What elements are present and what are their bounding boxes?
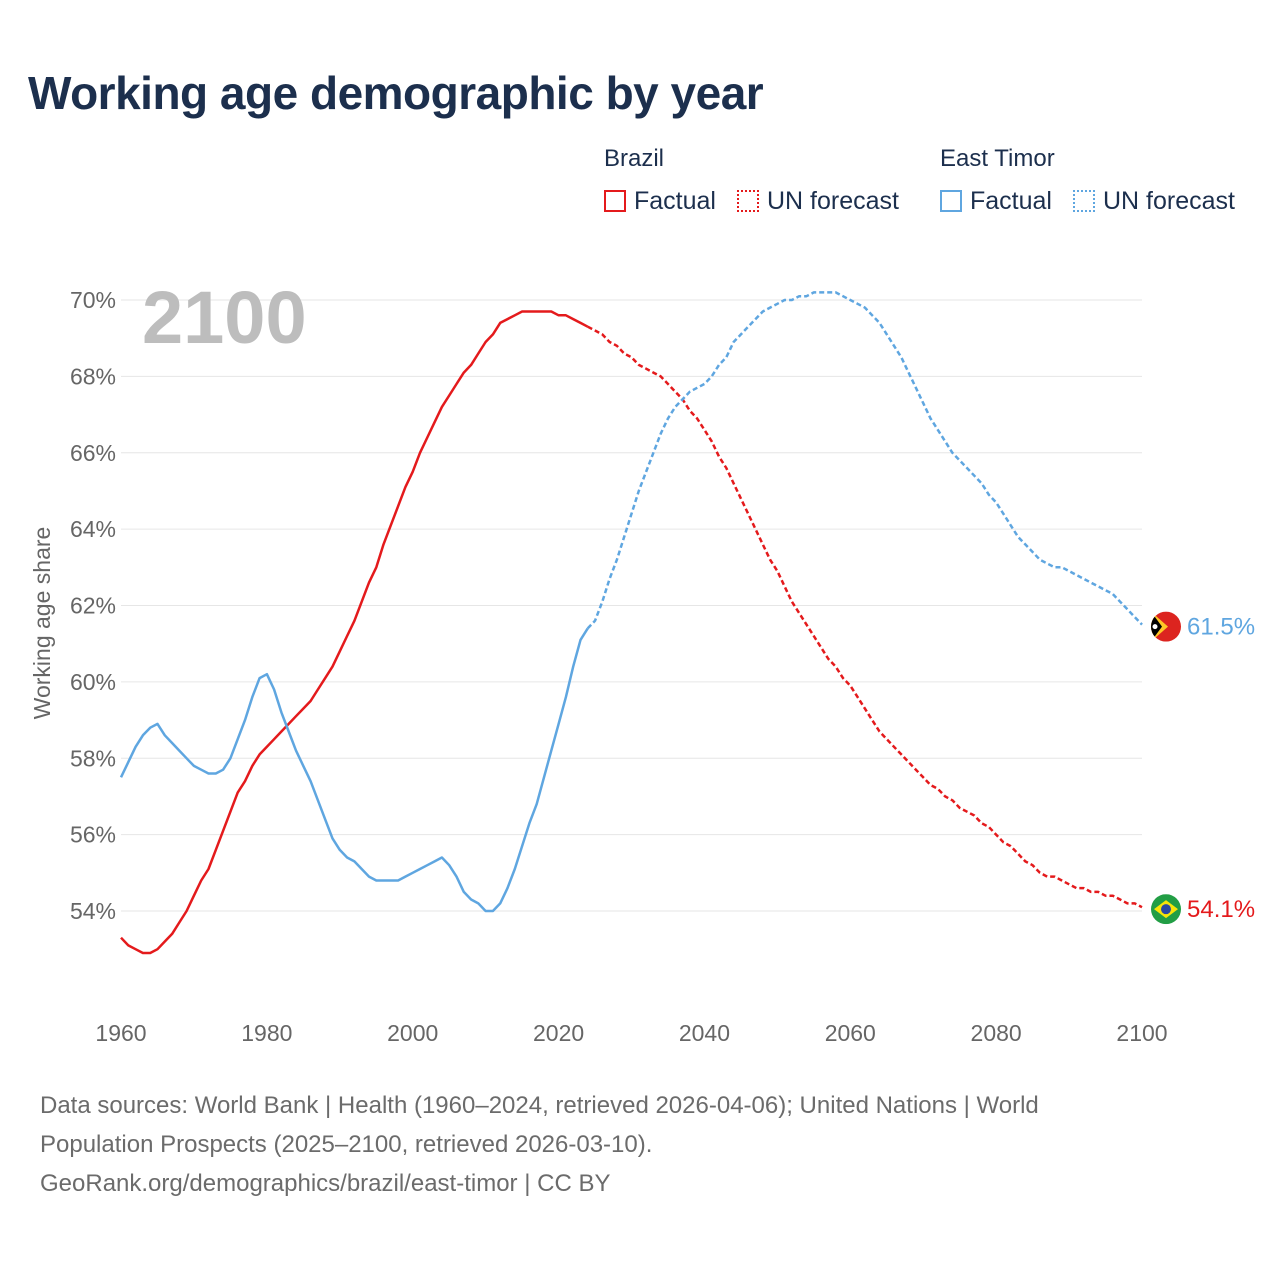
sources-line-2: Population Prospects (2025–2100, retriev… — [40, 1131, 653, 1158]
x-tick-label: 2000 — [387, 1020, 438, 1046]
east-timor-end-label: 61.5% — [1187, 614, 1255, 641]
brazil-forecast-line — [587, 325, 1143, 909]
series-lines — [119, 291, 1143, 955]
x-tick-label: 2020 — [533, 1020, 584, 1046]
brazil-flag-icon — [1151, 894, 1181, 925]
legend-east-timor-factual-label: Factual — [970, 186, 1052, 215]
y-tick-label: 58% — [70, 745, 116, 771]
x-tick-label: 2080 — [971, 1020, 1022, 1046]
y-tick-label: 66% — [70, 440, 116, 466]
end-markers: 54.1% 61.5% — [1151, 611, 1255, 925]
y-tick-label: 62% — [70, 593, 116, 619]
x-tick-label: 2060 — [825, 1020, 876, 1046]
y-tick-label: 64% — [70, 516, 116, 542]
y-tick-label: 56% — [70, 822, 116, 848]
legend-brazil-forecast[interactable]: UN forecast — [737, 186, 899, 216]
y-axis-title: Working age share — [29, 527, 55, 720]
brazil-factual-line — [120, 310, 589, 955]
x-tick-label: 1960 — [95, 1020, 146, 1046]
legend-brazil-factual[interactable]: Factual — [604, 186, 716, 216]
sources-line-1: Data sources: World Bank | Health (1960–… — [40, 1092, 1039, 1119]
legend-brazil-forecast-swatch — [737, 190, 759, 212]
x-tick-label: 1980 — [241, 1020, 292, 1046]
legend-brazil-title: Brazil — [604, 145, 665, 172]
y-tick-label: 68% — [70, 363, 116, 389]
legend-east-timor-title: East Timor — [940, 145, 1055, 172]
x-tick-label: 2100 — [1116, 1020, 1167, 1046]
brazil-end-label: 54.1% — [1187, 896, 1255, 923]
legend-east-timor-factual[interactable]: Factual — [940, 186, 1052, 216]
east-timor-flag-icon — [1151, 611, 1181, 642]
data-sources: Data sources: World Bank | Health (1960–… — [40, 1086, 1240, 1203]
legend-east-timor-factual-swatch — [940, 190, 962, 212]
x-axis-ticks: 1960 1980 2000 2020 2040 2060 2080 2100 — [95, 1020, 1167, 1046]
x-tick-label: 2040 — [679, 1020, 730, 1046]
sources-line-3[interactable]: GeoRank.org/demographics/brazil/east-tim… — [40, 1170, 611, 1197]
page-title: Working age demographic by year — [28, 67, 764, 119]
y-axis-ticks: 54% 56% 58% 60% 62% 64% 66% 68% 70% — [70, 287, 116, 924]
y-tick-label: 70% — [70, 287, 116, 313]
legend-east-timor-forecast-label: UN forecast — [1103, 186, 1235, 215]
y-tick-label: 54% — [70, 898, 116, 924]
legend-brazil-forecast-label: UN forecast — [767, 186, 899, 215]
grid-lines — [121, 299, 1142, 912]
legend-brazil-factual-swatch — [604, 190, 626, 212]
east-timor-factual-line — [119, 627, 589, 913]
legend-east-timor-forecast-swatch — [1073, 190, 1095, 212]
legend-east-timor-forecast[interactable]: UN forecast — [1073, 186, 1235, 216]
year-overlay: 2100 — [142, 276, 307, 359]
y-tick-label: 60% — [70, 669, 116, 695]
east-timor-forecast-line — [586, 291, 1143, 630]
legend-brazil-factual-label: Factual — [634, 186, 716, 215]
